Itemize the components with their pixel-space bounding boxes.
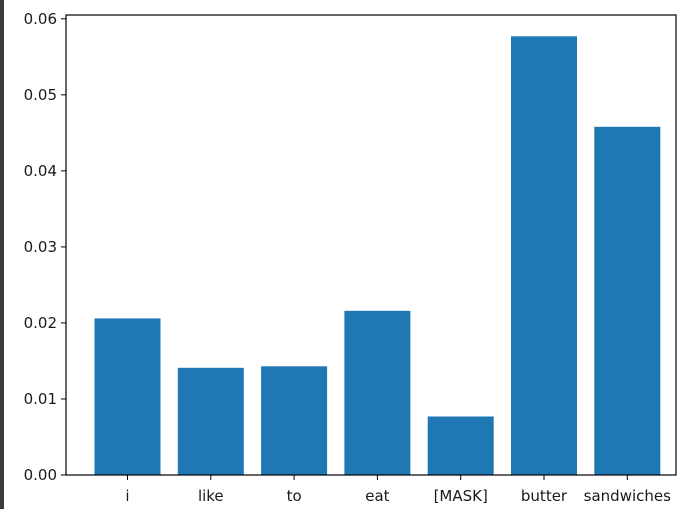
- y-tick-label: 0.03: [24, 238, 57, 256]
- x-tick-label: sandwiches: [584, 487, 671, 505]
- bar-to: [261, 366, 328, 475]
- plot-area-frame: [65, 14, 677, 476]
- x-tick-label: butter: [521, 487, 568, 505]
- bar-mask: [427, 416, 494, 475]
- bar-like: [177, 367, 244, 475]
- bar-eat: [344, 310, 411, 475]
- x-tick-label: [MASK]: [434, 487, 488, 505]
- bars-group: [94, 36, 661, 476]
- x-tick-label: eat: [365, 487, 389, 505]
- bar-i: [94, 318, 161, 475]
- y-tick-label: 0.05: [24, 86, 57, 104]
- y-axis: 0.00 0.01 0.02 0.03 0.04 0.05 0.06: [24, 10, 66, 484]
- y-tick-label: 0.02: [24, 314, 57, 332]
- x-axis: i like to eat [MASK] butter sandwiches: [125, 475, 671, 505]
- x-tick-label: to: [287, 487, 302, 505]
- x-tick-label: i: [125, 487, 129, 505]
- y-tick-label: 0.06: [24, 10, 57, 28]
- bar-butter: [511, 36, 577, 476]
- bar-sandwiches: [594, 126, 661, 476]
- window-edge: [0, 0, 4, 509]
- y-tick-label: 0.00: [24, 466, 57, 484]
- y-tick-label: 0.01: [24, 390, 57, 408]
- y-tick-label: 0.04: [24, 162, 57, 180]
- x-tick-label: like: [198, 487, 224, 505]
